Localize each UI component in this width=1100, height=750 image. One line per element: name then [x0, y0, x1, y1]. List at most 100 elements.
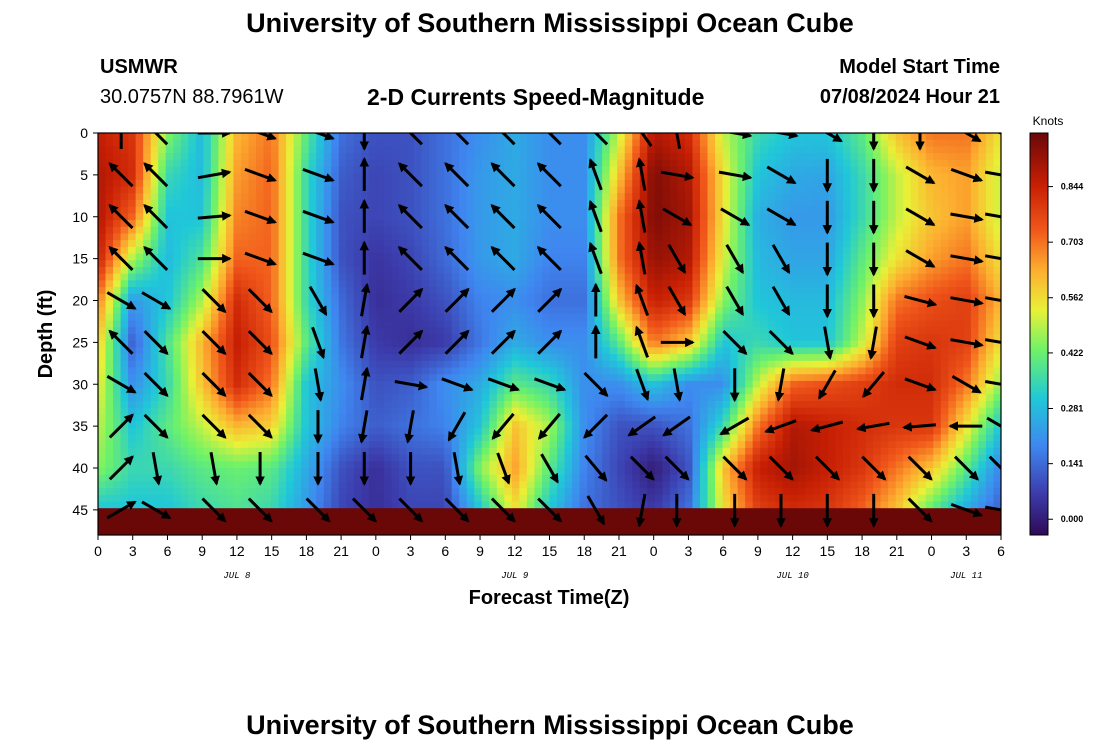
heatmap-cell	[218, 481, 227, 489]
heatmap-cell	[195, 347, 204, 355]
heatmap-cell	[338, 206, 347, 214]
heatmap-cell	[602, 213, 611, 221]
heatmap-cell	[233, 334, 242, 342]
heatmap-cell	[98, 280, 107, 288]
heatmap-cell	[677, 300, 686, 308]
heatmap-cell	[466, 146, 475, 154]
heatmap-cell	[564, 327, 573, 335]
heatmap-cell	[617, 394, 626, 402]
heatmap-cell	[579, 293, 588, 302]
heatmap-cell	[293, 367, 302, 375]
heatmap-cell	[594, 407, 603, 415]
heatmap-cell	[120, 488, 129, 496]
heatmap-cell	[383, 501, 393, 509]
heatmap-cell	[677, 434, 686, 442]
heatmap-cell	[331, 421, 340, 429]
heatmap-cell	[557, 401, 566, 409]
heatmap-cell	[677, 481, 686, 489]
heatmap-cell	[662, 300, 671, 308]
heatmap-cell	[338, 374, 347, 382]
heatmap-cell	[715, 327, 724, 335]
heatmap-cell	[624, 253, 633, 261]
heatmap-cell	[203, 233, 212, 241]
heatmap-cell	[105, 488, 114, 496]
heatmap-cell	[647, 521, 656, 529]
heatmap-cell	[684, 260, 694, 268]
heatmap-cell	[218, 267, 227, 275]
heatmap-cell	[165, 481, 174, 489]
heatmap-cell	[692, 427, 701, 436]
heatmap-cell	[158, 354, 167, 362]
heatmap-cell	[579, 447, 588, 456]
heatmap-cell	[338, 347, 347, 355]
heatmap-cell	[639, 427, 648, 436]
heatmap-cell	[700, 461, 709, 469]
heatmap-cell	[466, 173, 475, 181]
heatmap-cell	[210, 153, 220, 161]
heatmap-cell	[376, 240, 385, 248]
heatmap-cell	[105, 307, 114, 315]
heatmap-cell	[436, 307, 445, 315]
heatmap-cell	[707, 159, 716, 168]
heatmap-cell	[715, 334, 724, 342]
heatmap-cell	[564, 166, 573, 174]
heatmap-cell	[180, 206, 189, 214]
heatmap-cell	[113, 300, 122, 308]
heatmap-cell	[594, 273, 603, 281]
heatmap-cell	[391, 260, 400, 268]
heatmap-cell	[218, 421, 227, 429]
heatmap-cell	[684, 407, 694, 415]
heatmap-cell	[135, 468, 144, 476]
heatmap-cell	[587, 461, 596, 469]
heatmap-cell	[195, 139, 204, 147]
heatmap-cell	[256, 193, 265, 201]
heatmap-cell	[188, 260, 197, 268]
heatmap-cell	[301, 320, 310, 328]
heatmap-cell	[602, 179, 611, 188]
heatmap-cell	[429, 427, 438, 436]
heatmap-cell	[233, 441, 242, 449]
heatmap-cell	[421, 501, 430, 509]
heatmap-cell	[98, 528, 107, 535]
heatmap-cell	[421, 528, 430, 535]
heatmap-cell	[474, 193, 483, 201]
heatmap-cell	[323, 200, 332, 208]
heatmap-cell	[444, 233, 453, 241]
heatmap-cell	[391, 300, 400, 308]
heatmap-cell	[376, 474, 385, 482]
heatmap-cell	[143, 287, 152, 295]
heatmap-cell	[368, 260, 378, 268]
heatmap-cell	[684, 153, 694, 161]
heatmap-cell	[263, 474, 272, 482]
heatmap-cell	[353, 226, 362, 235]
heatmap-cell	[632, 474, 641, 482]
heatmap-cell	[368, 427, 378, 436]
heatmap-cell	[353, 508, 362, 516]
heatmap-cell	[323, 246, 332, 255]
heatmap-cell	[218, 488, 227, 496]
heatmap-cell	[406, 267, 415, 275]
heatmap-cell	[436, 233, 445, 241]
heatmap-cell	[158, 307, 167, 315]
heatmap-cell	[557, 374, 566, 382]
heatmap-cell	[677, 320, 686, 328]
heatmap-cell	[188, 380, 197, 389]
heatmap-cell	[609, 394, 618, 402]
heatmap-cell	[466, 133, 475, 141]
heatmap-cell	[105, 133, 114, 141]
heatmap-cell	[617, 173, 626, 181]
heatmap-cell	[248, 401, 257, 409]
heatmap-cell	[165, 173, 174, 181]
heatmap-cell	[218, 374, 227, 382]
heatmap-cell	[346, 240, 355, 248]
heatmap-cell	[692, 159, 701, 168]
heatmap-cell	[489, 260, 498, 268]
heatmap-cell	[474, 387, 483, 395]
heatmap-cell	[466, 313, 475, 322]
heatmap-cell	[459, 528, 468, 535]
heatmap-cell	[286, 454, 295, 462]
heatmap-cell	[421, 260, 430, 268]
heatmap-cell	[286, 159, 295, 168]
heatmap-cell	[150, 287, 159, 295]
heatmap-cell	[308, 320, 317, 328]
